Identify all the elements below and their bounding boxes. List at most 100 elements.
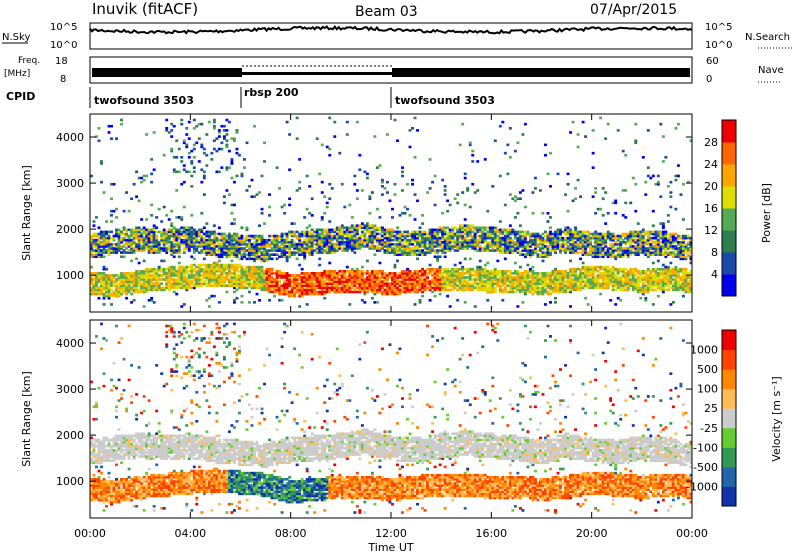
heatmap-cell — [325, 274, 329, 277]
heatmap-cell — [150, 247, 154, 250]
heatmap-cell — [323, 286, 327, 290]
heatmap-cell — [611, 232, 615, 236]
heatmap-cell — [483, 158, 487, 161]
heatmap-cell — [227, 255, 231, 259]
heatmap-cell — [285, 272, 289, 275]
heatmap-cell — [295, 230, 299, 234]
heatmap-cell — [574, 226, 578, 230]
heatmap-cell — [576, 145, 580, 149]
heatmap-cell — [192, 232, 196, 236]
heatmap-cell — [250, 247, 254, 250]
heatmap-cell — [624, 153, 628, 157]
heatmap-cell — [92, 272, 96, 275]
heatmap-cell — [130, 282, 134, 285]
heatmap-cell — [155, 282, 159, 285]
heatmap-cell — [97, 232, 101, 236]
heatmap-cell — [112, 236, 116, 240]
heatmap-cell — [200, 249, 204, 252]
heatmap-cell — [456, 228, 460, 232]
heatmap-cell — [373, 224, 377, 227]
heatmap-cell — [411, 272, 414, 275]
heatmap-cell — [255, 282, 259, 285]
heatmap-cell — [140, 278, 144, 281]
heatmap-cell — [202, 274, 206, 277]
heatmap-cell — [268, 276, 271, 279]
heatmap-cell — [328, 290, 332, 294]
heatmap-cell — [235, 236, 239, 240]
heatmap-cell — [122, 284, 126, 288]
heatmap-cell — [225, 139, 229, 143]
heatmap-cell — [182, 303, 186, 306]
heatmap-cell — [102, 303, 106, 306]
heatmap-cell — [531, 269, 535, 273]
heatmap-cell — [293, 240, 297, 244]
heatmap-cell — [92, 245, 96, 248]
heatmap-cell — [288, 251, 292, 254]
heatmap-cell — [431, 274, 435, 277]
heatmap-cell — [120, 247, 124, 250]
heatmap-cell — [265, 280, 269, 283]
heatmap-cell — [175, 282, 179, 285]
heatmap-cell — [212, 274, 216, 277]
heatmap-cell — [110, 280, 113, 283]
heatmap-cell — [177, 284, 181, 288]
heatmap-cell — [207, 272, 211, 275]
heatmap-cell — [215, 267, 219, 271]
heatmap-cell — [237, 278, 241, 281]
heatmap-cell — [275, 238, 279, 242]
heatmap-cell — [273, 284, 277, 288]
heatmap-cell — [135, 280, 139, 283]
heatmap-cell — [232, 286, 236, 290]
heatmap-cell — [446, 209, 450, 213]
heatmap-cell — [265, 288, 269, 292]
heatmap-cell — [554, 301, 557, 304]
heatmap-cell — [172, 228, 176, 232]
heatmap-cell — [102, 284, 106, 288]
heatmap-cell — [210, 247, 214, 250]
heatmap-cell — [240, 274, 244, 277]
heatmap-cell — [155, 243, 159, 246]
heatmap-cell — [278, 187, 282, 190]
heatmap-cell — [217, 255, 221, 259]
heatmap-cell — [518, 224, 522, 227]
heatmap-cell — [190, 280, 194, 283]
heatmap-cell — [463, 218, 467, 221]
heatmap-cell — [100, 236, 103, 240]
heatmap-cell — [305, 238, 309, 242]
heatmap-cell — [140, 274, 144, 277]
heatmap-cell — [187, 280, 191, 283]
heatmap-cell — [202, 176, 206, 180]
heatmap-cell — [202, 174, 206, 178]
heatmap-cell — [235, 147, 239, 151]
heatmap-cell — [265, 278, 269, 281]
heatmap-cell — [253, 257, 256, 261]
heatmap-cell — [217, 135, 221, 138]
heatmap-cell — [243, 238, 246, 242]
heatmap-cell — [140, 282, 144, 285]
heatmap-cell — [160, 238, 164, 242]
heatmap-cell — [288, 284, 292, 288]
heatmap-cell — [330, 243, 334, 246]
heatmap-cell — [205, 265, 209, 269]
heatmap-cell — [212, 272, 216, 275]
heatmap-cell — [283, 288, 287, 292]
heatmap-cell — [310, 280, 314, 283]
heatmap-cell — [167, 282, 171, 285]
heatmap-cell — [167, 218, 171, 221]
heatmap-cell — [152, 226, 156, 230]
heatmap-cell — [549, 301, 552, 304]
heatmap-cell — [350, 216, 354, 219]
heatmap-cell — [290, 292, 294, 296]
heatmap-cell — [393, 182, 397, 186]
heatmap-cell — [180, 240, 184, 244]
heatmap-cell — [95, 216, 98, 219]
heatmap-cell — [207, 253, 211, 256]
heatmap-cell — [90, 238, 93, 242]
heatmap-cell — [345, 276, 349, 279]
heatmap-cell — [180, 160, 184, 163]
heatmap-cell — [207, 274, 211, 277]
heatmap-cell — [270, 240, 274, 244]
heatmap-cell — [225, 240, 229, 244]
heatmap-cell — [275, 249, 279, 252]
heatmap-cell — [157, 251, 161, 254]
